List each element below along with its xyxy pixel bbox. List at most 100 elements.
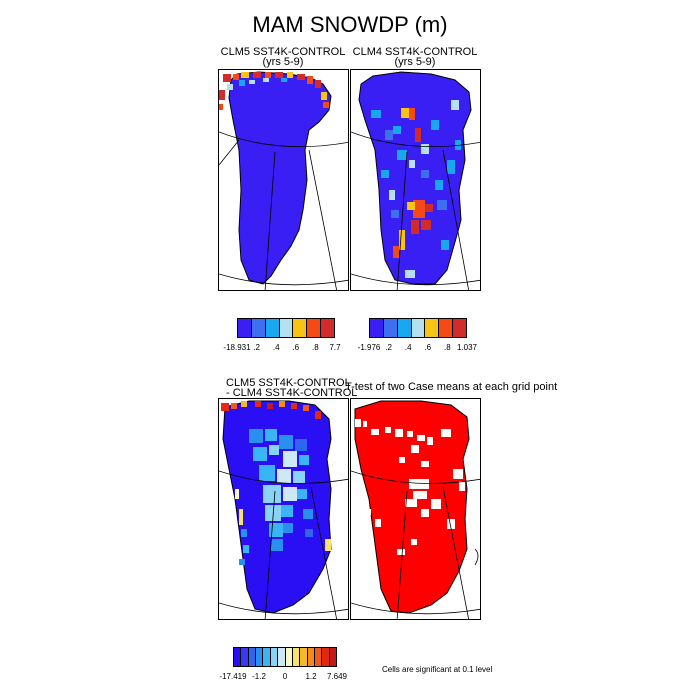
panel-3-cell <box>243 545 249 553</box>
panel-4-latitude-line-2 <box>351 602 480 615</box>
panel-3-cell <box>265 429 277 441</box>
panel-4-cell <box>367 509 371 515</box>
panel-2-cell <box>399 230 405 250</box>
panel-4-cell <box>417 435 425 441</box>
l3-color-box <box>241 648 249 666</box>
panel-2-cell <box>409 108 415 120</box>
panel-1-cell <box>287 72 293 78</box>
panel-4-cell <box>355 419 361 427</box>
panel-1-cell <box>265 72 271 78</box>
figure-title: MAM SNOWDP (m) <box>252 12 448 37</box>
panel-4-map <box>350 398 481 620</box>
panel-3-cell <box>249 429 263 443</box>
panel-3-cell <box>279 401 285 407</box>
panel-4-nonsignificant-cells <box>355 419 465 555</box>
panel-2-meridian-1 <box>396 151 408 290</box>
panel-3-cells <box>221 401 331 565</box>
l3-color-box <box>278 648 286 666</box>
l1-tick-label: .2 <box>253 343 260 352</box>
panel-1-cell <box>233 74 239 80</box>
l3-color-box <box>307 648 315 666</box>
panel-2-cell <box>441 240 449 250</box>
panel-4-cell <box>363 421 367 427</box>
l2-tick-label: 1.037 <box>456 343 478 352</box>
panel-4-cell <box>431 499 441 509</box>
panel-3-cell <box>283 523 293 533</box>
panel-4-meridian-2 <box>442 486 470 619</box>
panel-3-meridian-1 <box>264 490 276 619</box>
panel-2-cell <box>385 130 393 140</box>
panel-4-latitude-line <box>351 470 480 484</box>
panel-3-cell <box>283 451 297 467</box>
legend-3-labels: -17.419 -1.2 0 1.2 7.649 <box>219 672 347 682</box>
panel-1-cell <box>249 80 255 84</box>
panel-1-cell <box>219 104 223 110</box>
panel-3-meridian-2 <box>310 486 338 619</box>
l2-tick-label: .6 <box>424 343 432 352</box>
l3-color-box <box>248 648 257 666</box>
panel-3-cell <box>239 509 243 525</box>
panel-3-cell <box>263 485 281 503</box>
panel-4-cell <box>395 429 403 437</box>
panel-4-cell <box>407 431 413 437</box>
panel-1-cell <box>239 80 245 86</box>
panel-2-cell <box>393 126 401 134</box>
panel-4-cell <box>375 519 381 527</box>
panel-4-cell <box>459 481 465 491</box>
panel-4-cell <box>399 457 405 463</box>
panel-4-cell <box>441 429 451 437</box>
panel-3-cell <box>283 487 297 501</box>
panel-4-cell <box>413 491 427 499</box>
panel-4-title: T-test of two Case means at each grid po… <box>345 381 558 393</box>
panel-2-cell <box>415 128 421 142</box>
l1-tick-label: .8 <box>312 343 319 352</box>
panel-2-cell <box>381 170 389 178</box>
panel-1-cell <box>223 74 231 82</box>
panel-2-cell <box>389 190 395 200</box>
panel-3-cell <box>297 489 307 499</box>
panel-3-latitude-line <box>219 470 348 484</box>
panel-1-cell <box>241 72 249 78</box>
panel-2-cell <box>437 200 447 210</box>
panel-3-cell <box>231 403 237 409</box>
panel-4-cell <box>421 461 429 467</box>
panel-2-title-line1: CLM4 SST4K-CONTROL <box>352 46 478 58</box>
panel-3-cell <box>269 523 283 537</box>
l3-color-box <box>322 648 330 666</box>
panel-4-cell <box>385 427 391 433</box>
panel-4-cell <box>411 539 417 545</box>
panel-2-cell <box>421 170 429 178</box>
panel-2-cell <box>371 110 381 118</box>
panel-1-title-line2: (yrs 5-9) <box>262 56 304 68</box>
l3-color-box <box>263 648 271 666</box>
panel-3-cell <box>281 505 293 517</box>
l3-color-box <box>270 648 279 666</box>
l2-color-box <box>425 319 440 337</box>
l1-color-box <box>307 319 322 337</box>
panel-1-meridian-2 <box>308 149 338 290</box>
l2-color-box <box>370 319 384 337</box>
l1-color-box <box>251 319 266 337</box>
l1-tick-label: 7.7 <box>329 343 341 352</box>
l3-tick-label: 7.649 <box>326 672 348 681</box>
legend-1-labels: -18.931.2 .4 .6 .8 7.7 <box>223 343 340 353</box>
panel-2-title: CLM4 SST4K-CONTROL (yrs 5-9) <box>350 46 480 68</box>
panel-3-cell <box>269 445 279 455</box>
l3-color-box <box>300 648 308 666</box>
panel-2-cell <box>407 202 415 210</box>
panel-3-title: CLM5 SST4K-CONTROL - CLM4 SST4K-CONTROL <box>226 377 357 399</box>
panel-3-cell <box>259 465 275 481</box>
panel-3-map <box>218 398 349 620</box>
l2-color-box <box>453 319 467 337</box>
legend-2-colorbar <box>369 318 467 338</box>
panel-1-cell <box>227 84 233 90</box>
panel-2-svg <box>351 71 480 290</box>
l3-color-box <box>234 648 242 666</box>
panel-3-title-line1: CLM5 SST4K-CONTROL <box>226 377 351 389</box>
panel-3-svg <box>219 400 348 619</box>
panel-1-cell <box>307 76 313 84</box>
l3-color-box <box>314 648 323 666</box>
panel-4-coastline-fragment <box>474 548 479 566</box>
panel-1-cell <box>219 90 225 100</box>
l1-color-box <box>321 319 335 337</box>
